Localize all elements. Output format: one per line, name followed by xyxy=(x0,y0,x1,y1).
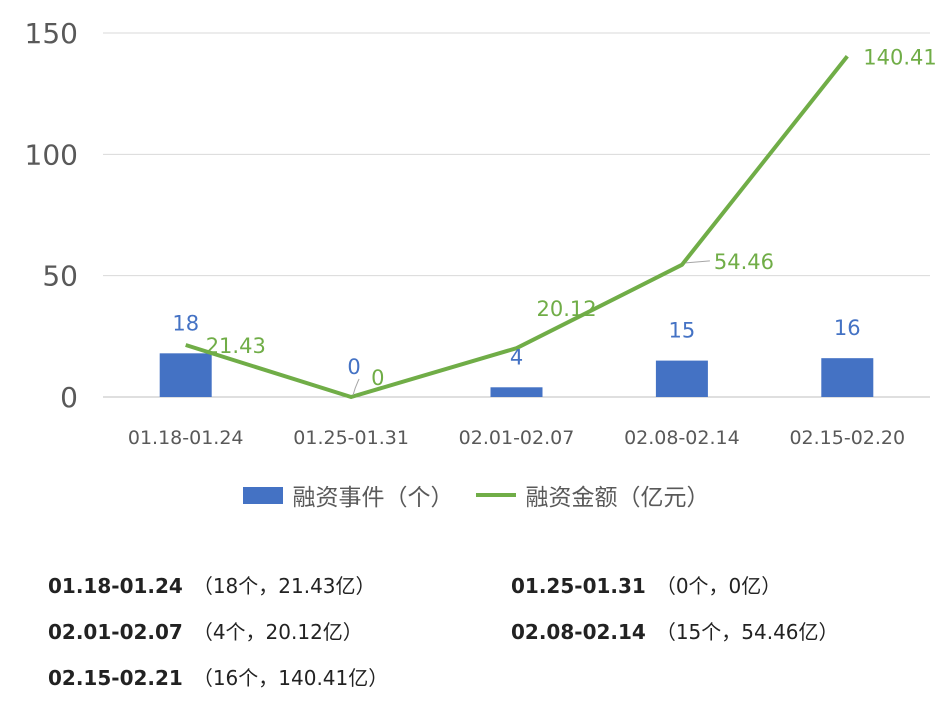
line-data-label: 140.41 xyxy=(863,45,936,69)
y-tick-label: 50 xyxy=(42,260,78,293)
legend-swatch-line xyxy=(475,493,516,497)
y-tick-label: 0 xyxy=(60,381,78,414)
x-tick-label: 02.15-02.20 xyxy=(789,427,905,449)
note-period: 02.01-02.07 xyxy=(48,620,183,644)
line-data-label: 54.46 xyxy=(714,250,774,274)
summary-notes: 01.18-01.24 （18个，21.43亿） 01.25-01.31 （0个，0… xyxy=(48,570,928,691)
note-item: 02.08-02.14 （15个，54.46亿） xyxy=(511,616,931,645)
note-detail: （4个，20.12亿） xyxy=(192,620,363,644)
legend-label-line: 融资金额（亿元） xyxy=(525,485,710,511)
note-period: 02.15-02.21 xyxy=(48,666,183,690)
bar-data-label: 15 xyxy=(669,319,696,343)
bar xyxy=(159,353,212,397)
note-item: 01.25-01.31 （0个，0亿） xyxy=(511,570,931,599)
bar-data-label: 4 xyxy=(510,345,523,369)
note-item: 02.15-02.21 （16个，140.41亿） xyxy=(48,662,511,691)
note-detail: （16个，140.41亿） xyxy=(192,666,389,690)
x-axis-ticks: 01.18-01.24 01.25-01.31 02.01-02.07 02.08-0… xyxy=(128,427,905,449)
note-detail: （15个，54.46亿） xyxy=(655,620,839,644)
line-series xyxy=(185,55,849,399)
legend: 融资事件（个） 融资金额（亿元） xyxy=(0,478,952,512)
x-tick-label: 01.25-01.31 xyxy=(293,427,409,449)
legend-label-bar: 融资事件（个） xyxy=(292,485,454,511)
x-tick-label: 02.08-02.14 xyxy=(624,427,740,449)
note-period: 01.25-01.31 xyxy=(511,574,646,598)
y-tick-label: 150 xyxy=(25,17,78,50)
note-period: 02.08-02.14 xyxy=(511,620,646,644)
legend-item-bar: 融资事件（个） xyxy=(242,478,454,512)
note-period: 01.18-01.24 xyxy=(48,574,183,598)
x-tick-label: 02.01-02.07 xyxy=(459,427,575,449)
bar-data-label: 18 xyxy=(172,311,199,335)
bar xyxy=(821,358,874,397)
bar xyxy=(655,360,708,397)
y-axis-ticks: 0 50 100 150 xyxy=(25,17,78,414)
data-labels: 18 0 4 15 16 21.43 0 20.12 54.46 140.41 xyxy=(172,45,937,396)
bar-series xyxy=(159,353,874,397)
combo-chart: 0 50 100 150 18 0 4 15 16 21.43 0 20.12 54.46 140.41… xyxy=(25,17,937,449)
line-data-label: 21.43 xyxy=(206,334,266,358)
note-detail: （0个，0亿） xyxy=(655,574,782,598)
x-tick-label: 01.18-01.24 xyxy=(128,427,244,449)
bar-data-label: 16 xyxy=(834,316,861,340)
label-leader-line xyxy=(352,378,360,396)
line-data-label: 20.12 xyxy=(537,297,597,321)
y-tick-label: 100 xyxy=(25,138,78,171)
note-item: 01.18-01.24 （18个，21.43亿） xyxy=(48,570,511,599)
legend-item-line: 融资金额（亿元） xyxy=(475,478,710,512)
line-data-label: 0 xyxy=(371,366,384,390)
note-detail: （18个，21.43亿） xyxy=(192,574,376,598)
legend-swatch-bar xyxy=(242,486,283,504)
label-leader-line xyxy=(685,260,710,264)
bar-data-label: 0 xyxy=(347,355,360,379)
note-item: 02.01-02.07 （4个，20.12亿） xyxy=(48,616,511,645)
bar xyxy=(490,387,543,397)
